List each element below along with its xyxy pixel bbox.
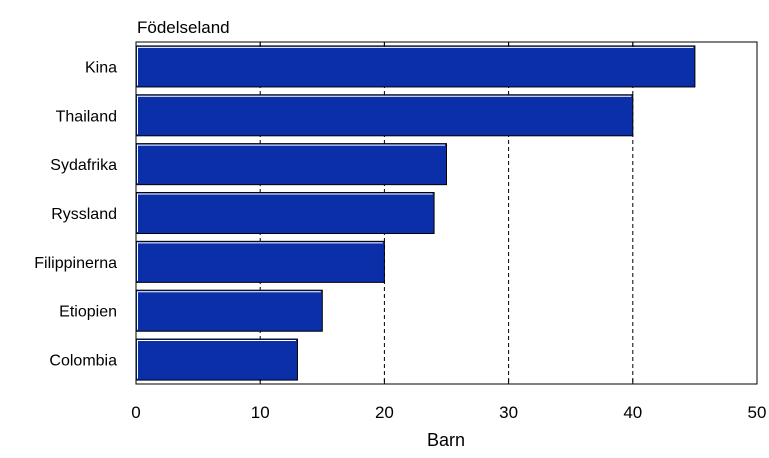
x-tick-label-30: 30 [499, 403, 518, 422]
category-labels: Kina Thailand Sydafrika Ryssland Filippinern… [34, 59, 117, 369]
category-label-colombia: Colombia [49, 353, 117, 370]
chart-title: Födelseland [137, 18, 230, 37]
bar-thailand [135, 94, 634, 137]
x-axis-label: Barn [427, 430, 465, 450]
axis-ticks: 0 10 20 30 40 50 [131, 42, 766, 422]
bars [135, 45, 696, 381]
bar-sydafrika [135, 143, 447, 186]
category-label-ryssland: Ryssland [51, 206, 117, 223]
bar-highlight-colombia [137, 340, 296, 379]
bar-highlight-sydafrika [137, 144, 445, 184]
bar-highlight-kina [137, 46, 694, 86]
x-tick-label-50: 50 [748, 403, 767, 422]
category-label-thailand: Thailand [56, 108, 117, 125]
bar-highlight-ryssland [137, 193, 433, 233]
bar-etiopien [135, 289, 323, 332]
x-tick-label-20: 20 [375, 403, 394, 422]
category-label-etiopien: Etiopien [59, 304, 117, 321]
bar-highlight-thailand [137, 95, 632, 135]
x-tick-label-0: 0 [131, 403, 140, 422]
x-tick-label-10: 10 [251, 403, 270, 422]
x-tick-label-40: 40 [623, 403, 642, 422]
bar-filippinerna [135, 240, 385, 283]
category-label-filippinerna: Filippinerna [34, 255, 117, 272]
bar-ryssland [135, 191, 435, 235]
bar-colombia [135, 338, 298, 381]
bar-highlight-filippinerna [137, 242, 383, 281]
bar-highlight-etiopien [137, 291, 321, 330]
plot-frame [135, 41, 758, 385]
bar-kina [135, 45, 696, 88]
category-label-kina: Kina [85, 59, 117, 76]
category-label-sydafrika: Sydafrika [50, 157, 117, 174]
